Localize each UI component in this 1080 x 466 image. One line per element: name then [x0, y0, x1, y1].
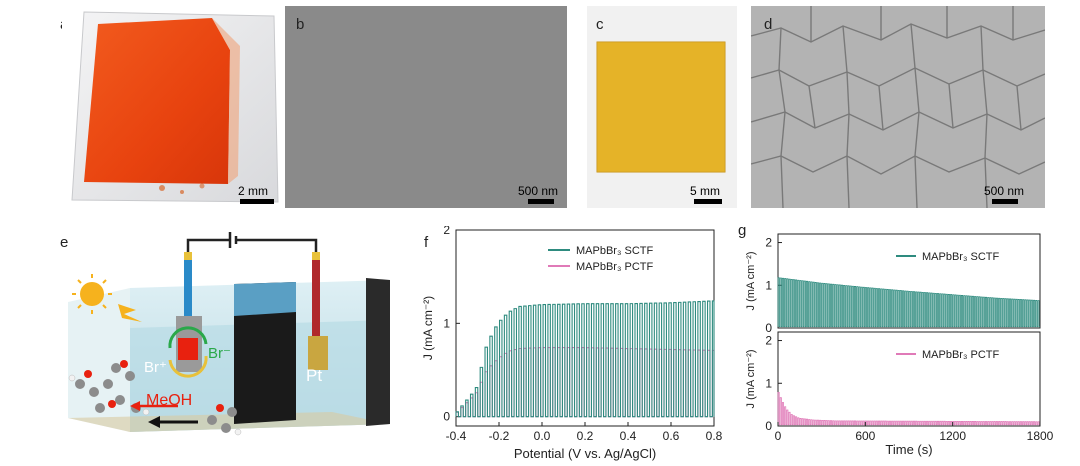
series-line-f-0 — [455, 300, 715, 418]
sem-image-single-crystal — [285, 6, 567, 208]
scale-label-c: 5 mm — [690, 184, 720, 198]
panel-label-e: e — [60, 234, 69, 251]
x-tick-label-f-1: -0.2 — [489, 429, 510, 443]
y-tick-label-g-top-2: 2 — [765, 236, 772, 250]
scale-label-a: 2 mm — [238, 184, 268, 198]
y-tick-label-f-0: 0 — [443, 410, 450, 424]
sem-image-polycrystal — [751, 6, 1045, 208]
photo-crystal — [62, 6, 280, 206]
grain-texture — [751, 6, 1045, 208]
x-tick-label-f-6: 0.8 — [706, 429, 723, 443]
x-axis-label-g: Time (s) — [885, 442, 932, 457]
x-tick-label-g-3: 1800 — [1027, 429, 1054, 443]
legend-label-f-1: MAPbBr₃ PCTF — [576, 261, 653, 273]
y-axis-label-g-top: J (mA cm⁻²) — [745, 252, 757, 311]
scale-bar-c — [694, 199, 722, 204]
y-tick-label-f-2: 2 — [443, 226, 450, 237]
x-tick-label-f-4: 0.4 — [620, 429, 637, 443]
label-pt: Pt — [306, 366, 323, 385]
y-tick-label-g-bottom-1: 1 — [765, 376, 772, 390]
x-axis-label-f: Potential (V vs. Ag/AgCl) — [514, 446, 656, 461]
panel-label-c: c — [596, 16, 604, 33]
legend-label-g-bottom: MAPbBr₃ PCTF — [922, 349, 999, 361]
chart-g: 0 1 2 J (mA cm⁻²) MAPbBr₃ SCTF 0 1 2 J (mA cm⁻²)… — [745, 233, 1054, 457]
x-tick-label-f-2: 0.0 — [534, 429, 551, 443]
x-tick-label-f-5: 0.6 — [663, 429, 680, 443]
legend-label-g-top: MAPbBr₃ SCTF — [922, 251, 999, 263]
y-tick-label-g-bottom-0: 0 — [765, 419, 772, 433]
y-tick-label-g-top-1: 1 — [765, 278, 772, 292]
legend-label-f-0: MAPbBr₃ SCTF — [576, 245, 653, 257]
label-meoh: MeOH — [146, 392, 193, 409]
series-line-g-top — [777, 277, 1040, 328]
panel-label-g: g — [738, 222, 747, 239]
plot-frame-g-bottom — [777, 331, 1041, 427]
crystal-illustration — [62, 6, 280, 206]
y-tick-label-g-bottom-2: 2 — [765, 334, 772, 348]
scale-label-d: 500 nm — [984, 184, 1025, 198]
x-tick-label-g-2: 1200 — [939, 429, 966, 443]
y-axis-label-f: J (mA cm⁻²) — [421, 296, 435, 360]
series-line-g-bottom — [777, 391, 1040, 426]
x-tick-label-f-0: -0.4 — [446, 429, 467, 443]
y-tick-label-g-top-0: 0 — [765, 321, 772, 335]
scale-bar-b — [528, 199, 554, 204]
label-br-plus: Br⁺ — [144, 359, 167, 376]
schematic-drawing — [68, 232, 390, 436]
y-tick-label-f-1: 1 — [443, 316, 450, 330]
label-br-minus: Br⁻ — [208, 345, 231, 362]
panel-label-d: d — [764, 16, 773, 33]
scale-bar-a — [240, 199, 274, 204]
panel-label-f: f — [424, 234, 429, 251]
chart-f: 0 1 2 -0.4 -0.2 0.0 0.2 0.4 0.6 0.8 Potential (V v… — [421, 226, 723, 461]
x-tick-label-f-3: 0.2 — [577, 429, 594, 443]
x-tick-label-g-1: 600 — [855, 429, 875, 443]
y-axis-label-g-bottom: J (mA cm⁻²) — [745, 350, 757, 409]
scale-bar-d — [992, 199, 1018, 204]
panel-label-b: b — [296, 16, 305, 33]
pec-cell-schematic: Br⁺ Br⁻ MeOH Pt — [60, 228, 400, 456]
film-illustration — [596, 41, 726, 173]
x-tick-label-g-0: 0 — [775, 429, 782, 443]
photo-film — [587, 6, 737, 208]
scale-label-b: 500 nm — [518, 184, 559, 198]
